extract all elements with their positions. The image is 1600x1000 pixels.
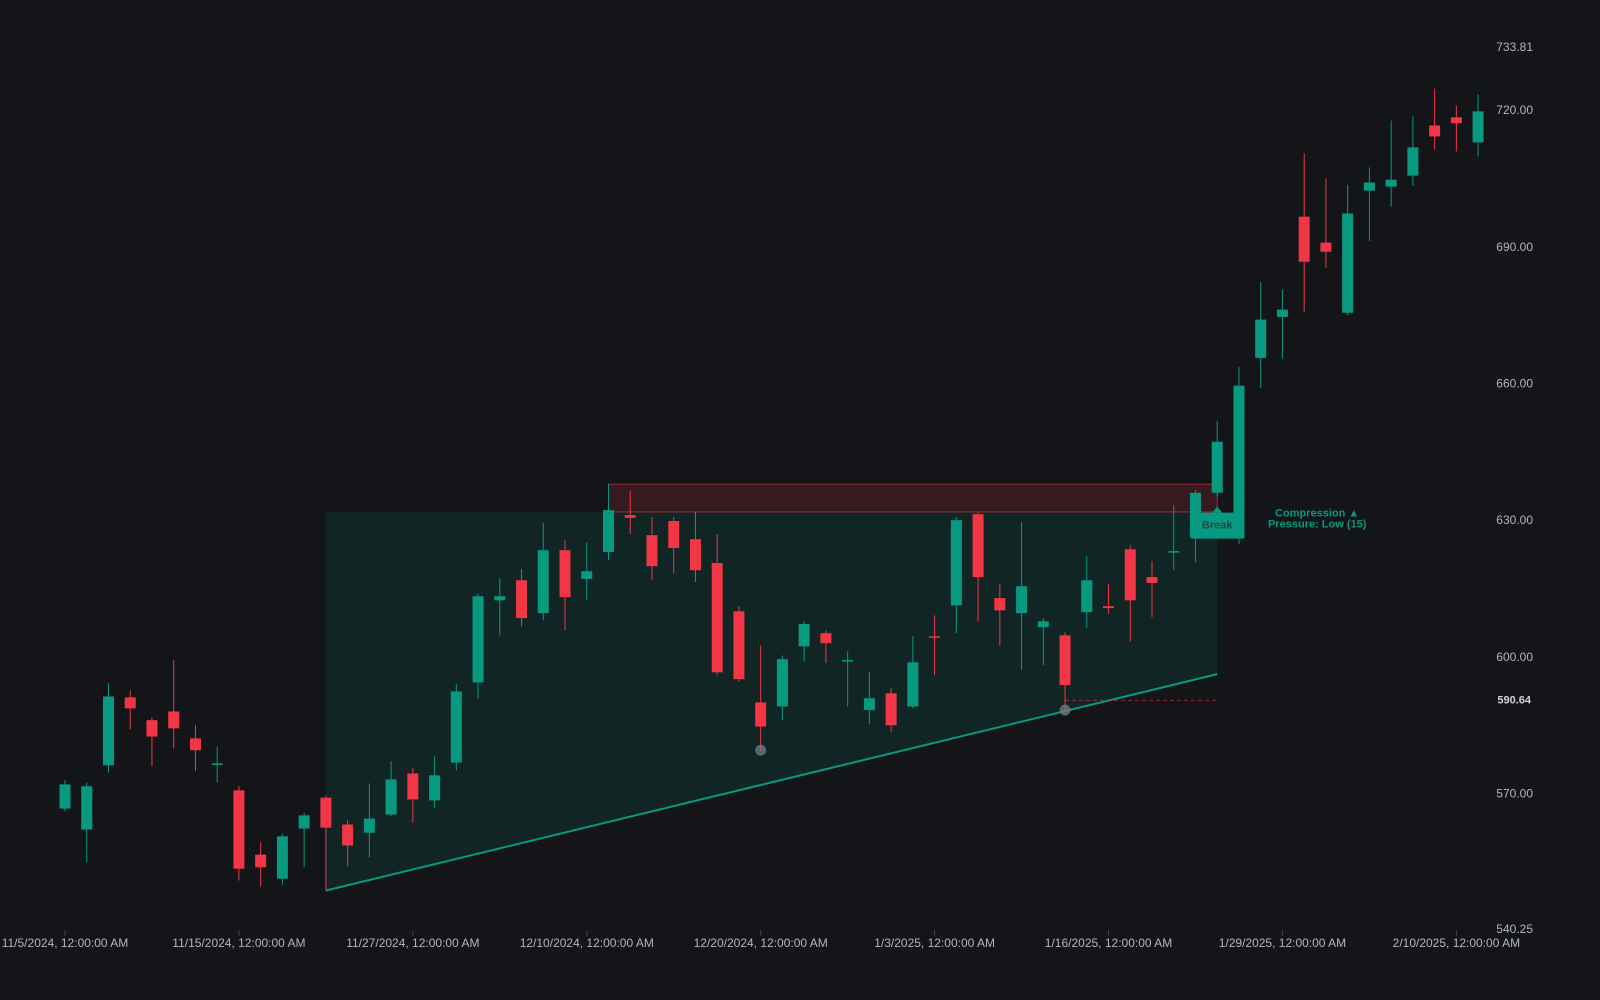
candle-body xyxy=(1037,621,1049,628)
candle-body xyxy=(1211,441,1223,493)
pivot-point xyxy=(1059,704,1071,716)
x-tick-label: 1/3/2025, 12:00:00 AM xyxy=(874,936,995,950)
candle-body xyxy=(472,596,484,683)
candle-body xyxy=(1146,577,1158,584)
candle-body xyxy=(233,790,245,869)
candle-body xyxy=(1168,551,1180,553)
candle-body xyxy=(1103,606,1115,609)
candle-body xyxy=(559,550,571,598)
candle-body xyxy=(81,786,93,830)
candle-body xyxy=(711,562,723,673)
candle-body xyxy=(1255,319,1267,358)
candle-body xyxy=(1059,635,1071,686)
candle-body xyxy=(59,784,71,809)
resistance-zone xyxy=(608,483,1218,513)
annotation: Pressure: Low (15) xyxy=(1268,519,1367,531)
candle-body xyxy=(320,797,332,828)
candle-body xyxy=(494,596,506,601)
candle-body xyxy=(168,711,180,729)
break-label-box xyxy=(1190,512,1245,539)
x-tick-label: 12/10/2024, 12:00:00 AM xyxy=(520,936,654,950)
candle-body xyxy=(885,693,897,726)
candle-body xyxy=(798,624,810,647)
candle-body xyxy=(1342,213,1354,313)
x-tick-label: 2/10/2025, 12:00:00 AM xyxy=(1393,936,1520,950)
candle-body xyxy=(1472,111,1484,143)
candle-body xyxy=(646,535,658,567)
break-label: Break xyxy=(1202,519,1233,531)
candle-body xyxy=(755,702,767,727)
candle-body xyxy=(342,824,354,846)
candle-body xyxy=(1189,492,1201,535)
annotation: Compression ▲ xyxy=(1275,508,1359,520)
candle-body xyxy=(211,763,223,765)
y-tick-label: 600.00 xyxy=(1496,650,1533,664)
x-tick-label: 11/15/2024, 12:00:00 AM xyxy=(172,936,305,950)
candle-body xyxy=(276,836,288,879)
candle-body xyxy=(863,698,875,711)
candle-body xyxy=(689,539,701,571)
candle-body xyxy=(124,697,136,709)
candle-body xyxy=(1429,125,1441,137)
candle-body xyxy=(972,514,984,578)
candle-body xyxy=(994,598,1006,611)
y-tick-label: 630.00 xyxy=(1496,513,1533,527)
break-label-pointer xyxy=(1212,506,1223,513)
candle-body xyxy=(624,515,636,518)
candle-body xyxy=(450,691,462,763)
candle-body xyxy=(407,773,419,800)
x-tick-label: 11/27/2024, 12:00:00 AM xyxy=(346,936,479,950)
candle-body xyxy=(581,571,593,579)
candle-body xyxy=(603,510,614,553)
y-tick-label: 690.00 xyxy=(1496,240,1533,254)
y-tick-label: 570.00 xyxy=(1496,787,1533,801)
candle-body xyxy=(668,521,680,548)
candle-body xyxy=(929,636,941,638)
x-tick-label: 12/20/2024, 12:00:00 AM xyxy=(694,936,828,950)
candle-body xyxy=(1124,549,1136,601)
candle-body xyxy=(189,738,201,751)
candle-body xyxy=(1081,580,1093,613)
candle-body xyxy=(1320,242,1332,252)
candle-body xyxy=(1385,179,1397,187)
y-tick-label: 540.25 xyxy=(1496,922,1533,936)
candle-body xyxy=(255,854,267,868)
candle-body xyxy=(385,779,397,815)
candle-body xyxy=(298,815,310,829)
candle-body xyxy=(1016,586,1028,614)
candle-body xyxy=(1233,385,1245,538)
y-tick-label: 660.00 xyxy=(1496,377,1533,391)
x-tick-label: 11/5/2024, 12:00:00 AM xyxy=(2,936,129,950)
candle-body xyxy=(907,662,919,707)
candle-body xyxy=(1407,147,1419,176)
candle-body xyxy=(146,720,158,737)
candle-body xyxy=(102,696,114,766)
candle-body xyxy=(537,550,549,614)
candle-body xyxy=(776,659,788,707)
candle-body xyxy=(1450,117,1462,124)
pivot-point xyxy=(755,744,767,756)
candle-body xyxy=(1363,182,1375,191)
candle-body xyxy=(842,660,854,662)
x-tick-label: 1/29/2025, 12:00:00 AM xyxy=(1219,936,1346,950)
candle-body xyxy=(950,520,962,606)
candle-body xyxy=(1298,216,1310,262)
candle-body xyxy=(516,580,528,619)
candle-body xyxy=(1276,309,1288,317)
x-tick-label: 1/16/2025, 12:00:00 AM xyxy=(1045,936,1172,950)
candle-body xyxy=(429,775,441,801)
candle-body xyxy=(363,818,375,833)
candle-body xyxy=(820,633,832,644)
candle-body xyxy=(733,611,745,680)
y-tick-label: 733.81 xyxy=(1496,40,1533,54)
y-tick-label: 720.00 xyxy=(1496,103,1533,117)
level-label: 590.64 xyxy=(1497,694,1532,706)
